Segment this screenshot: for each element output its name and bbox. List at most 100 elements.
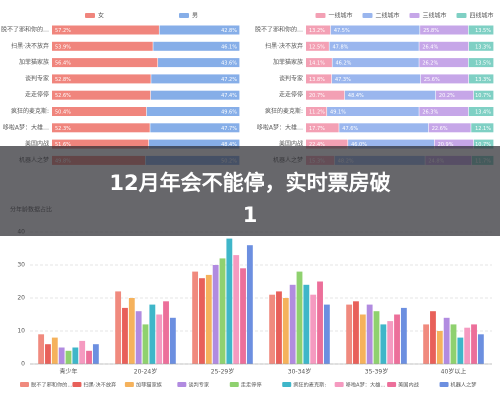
value-label: 25.6%	[424, 77, 440, 83]
bar-segment	[329, 41, 419, 51]
legend-label: 疯狂的麦克斯:	[293, 381, 326, 389]
value-label: 46.2%	[336, 61, 352, 67]
bar	[72, 347, 79, 364]
x-tick-label: 青少年	[59, 368, 77, 376]
value-label: 20.7%	[309, 93, 325, 99]
bar	[122, 307, 128, 364]
bar	[457, 337, 464, 364]
bar-segment	[330, 25, 420, 35]
headline-overlay	[0, 146, 500, 236]
bar-segment	[420, 74, 469, 84]
legend-swatch	[229, 382, 239, 387]
y-tick-label: 30	[17, 262, 25, 269]
value-label: 11.2%	[309, 110, 325, 116]
value-label: 12.5%	[309, 44, 325, 50]
value-label: 47.3%	[335, 77, 351, 83]
category-label: 谈判专家	[25, 74, 49, 82]
value-label: 43.6%	[221, 61, 237, 67]
headline-line: 12月年会不能停，实时票房破	[109, 171, 390, 195]
y-tick-label: 10	[17, 328, 25, 335]
category-label: 哆啦A梦：大雄…	[3, 123, 49, 131]
value-label: 52.3%	[55, 126, 71, 132]
bar	[282, 298, 289, 364]
category-label: 美国内战	[279, 140, 303, 148]
value-label: 46.1%	[221, 44, 237, 50]
legend-label: 走走停停	[241, 381, 262, 389]
value-label: 56.4%	[55, 61, 71, 67]
bar-segment	[435, 90, 474, 100]
bar	[246, 245, 253, 364]
legend-swatch	[315, 13, 326, 18]
category-label: 谈判专家	[279, 74, 303, 82]
bar	[65, 350, 72, 364]
value-label: 20.9%	[438, 142, 454, 148]
value-label: 42.8%	[221, 28, 237, 34]
category-label: 走走停停	[25, 91, 49, 99]
bar-segment	[344, 90, 436, 100]
bar	[169, 317, 176, 364]
category-label: 哆啦A梦：大雄…	[257, 123, 303, 131]
bar-segment	[471, 123, 494, 133]
bar	[240, 268, 246, 364]
value-label: 51.6%	[55, 142, 71, 148]
x-tick-label: 30-34岁	[288, 368, 311, 376]
bar-segment	[306, 139, 348, 149]
bar	[163, 301, 169, 364]
bar	[226, 238, 233, 364]
y-tick-label: 20	[17, 295, 25, 302]
bar	[400, 307, 407, 364]
bar	[443, 317, 450, 364]
bar-segment	[468, 58, 494, 68]
bar	[366, 304, 373, 364]
bar	[199, 278, 205, 364]
legend-label: 脱不了邪和你的…	[31, 381, 73, 389]
bar-segment	[52, 41, 153, 51]
category-label: 扫黑·决不放弃	[11, 42, 49, 50]
value-label: 49.1%	[330, 110, 346, 116]
bar-segment	[52, 25, 159, 35]
legend-swatch	[362, 13, 373, 18]
bar-segment	[306, 90, 345, 100]
legend-swatch	[179, 13, 189, 18]
bar	[156, 314, 163, 364]
bar-segment	[419, 58, 469, 68]
bar	[79, 340, 86, 364]
category-label: 美国内战	[25, 140, 49, 148]
bar-segment	[428, 123, 471, 133]
bar-segment	[150, 90, 240, 100]
bar	[471, 324, 477, 364]
bar-segment	[306, 107, 327, 116]
legend-swatch	[124, 382, 134, 387]
bar	[149, 304, 156, 364]
bar-segment	[348, 139, 434, 149]
bar	[58, 347, 65, 364]
bar-segment	[468, 25, 494, 35]
bar-segment	[473, 139, 494, 149]
legend-swatch	[282, 382, 292, 387]
value-label: 47.4%	[221, 93, 237, 99]
value-label: 26.4%	[422, 44, 438, 50]
bar-segment	[150, 123, 240, 133]
bar	[269, 294, 276, 364]
bar-segment	[419, 41, 469, 51]
y-tick-label: 0	[21, 361, 25, 368]
bar	[142, 324, 149, 364]
value-label: 25.8%	[423, 28, 439, 34]
value-label: 13.3%	[475, 44, 491, 50]
value-label: 14.1%	[309, 61, 325, 67]
x-tick-label: 40岁以上	[441, 368, 467, 376]
bar-segment	[159, 25, 240, 35]
bar	[436, 331, 443, 364]
value-label: 26.2%	[422, 61, 438, 67]
bar	[219, 258, 226, 364]
bar-segment	[473, 90, 494, 100]
value-label: 47.2%	[221, 77, 237, 83]
bar	[303, 284, 310, 364]
category-label: 扫黑·决不放弃	[265, 42, 303, 50]
legend-label: 谈判专家	[188, 381, 209, 389]
bar	[464, 327, 471, 364]
bar	[233, 255, 240, 364]
legend-label: 四线城市	[470, 12, 494, 20]
value-label: 13.4%	[475, 110, 491, 116]
value-label: 47.8%	[333, 44, 349, 50]
